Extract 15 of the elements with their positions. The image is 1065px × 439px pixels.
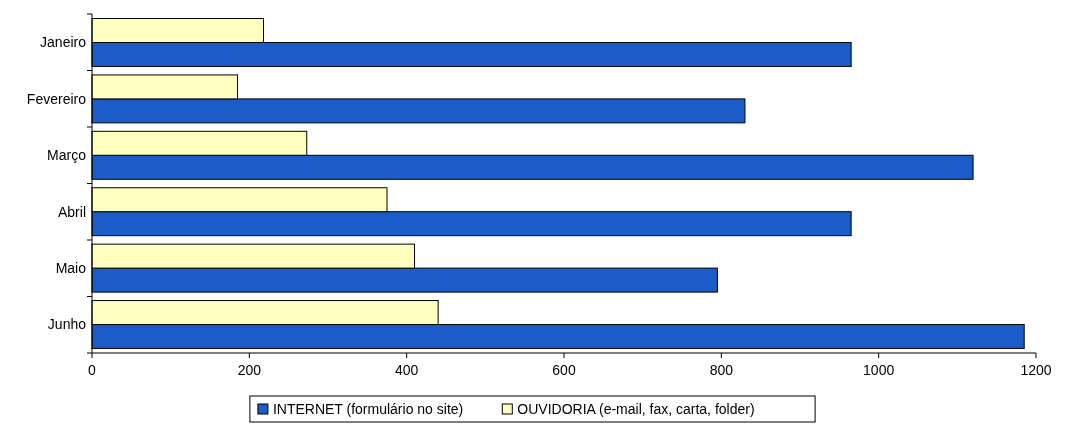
legend-label: INTERNET (formulário no site) xyxy=(272,400,464,417)
y-tick-label: Janeiro xyxy=(40,34,87,51)
x-tick-label: 200 xyxy=(237,362,262,378)
x-tick-label: 1000 xyxy=(863,362,895,378)
y-tick-label: Fevereiro xyxy=(26,90,87,107)
y-tick-label: Abril xyxy=(57,203,86,220)
x-tick-label: 0 xyxy=(88,362,97,378)
x-tick-label: 1200 xyxy=(1020,362,1052,378)
y-tick-label: Março xyxy=(47,147,87,164)
x-tick-label: 400 xyxy=(394,362,419,378)
legend-label: OUVIDORIA (e-mail, fax, carta, folder) xyxy=(517,400,755,417)
x-tick-label: 800 xyxy=(709,362,734,378)
y-tick-label: Junho xyxy=(47,316,87,333)
x-tick-label: 600 xyxy=(552,362,576,378)
y-tick-label: Maio xyxy=(55,260,87,277)
